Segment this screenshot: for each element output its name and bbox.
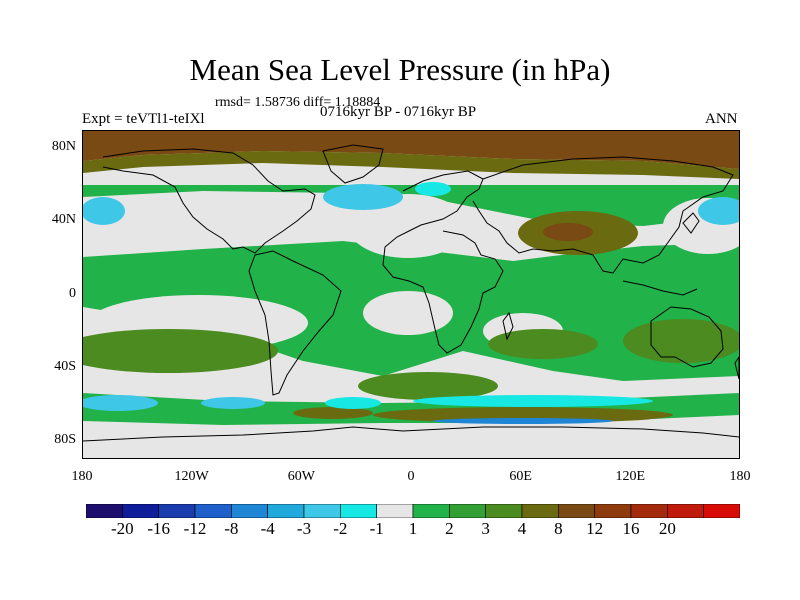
season-label: ANN bbox=[705, 111, 738, 127]
new-zealand-coast bbox=[734, 356, 739, 380]
colorbar-swatch bbox=[376, 503, 414, 519]
colorbar-label: -1 bbox=[369, 519, 384, 538]
antarctic-olive-ring bbox=[373, 407, 673, 423]
antarctica-coast bbox=[83, 426, 739, 442]
japan-coast bbox=[682, 212, 700, 234]
colorbar-swatch bbox=[231, 503, 268, 519]
antarctic-gray-band bbox=[83, 427, 739, 458]
colorbar-swatch bbox=[158, 503, 196, 519]
lon-tick-label: 180 bbox=[729, 469, 751, 484]
cyan-patch-npac bbox=[698, 197, 739, 225]
colorbar-label: 4 bbox=[517, 519, 527, 538]
gray-patch-north-atlantic bbox=[348, 194, 468, 258]
lat-tick-label: 40N bbox=[51, 212, 76, 228]
greenland-coast bbox=[322, 144, 384, 184]
europe-africa-coast bbox=[382, 170, 504, 354]
asia-brown-high bbox=[543, 223, 593, 241]
colorbar-swatch bbox=[449, 503, 486, 519]
colorbar-swatches bbox=[85, 503, 741, 519]
madagascar-coast bbox=[502, 311, 514, 341]
colorbar-label: -4 bbox=[260, 519, 275, 538]
colorbar-swatch bbox=[85, 503, 123, 519]
indian-olive bbox=[488, 329, 598, 359]
lon-tick-label: 60W bbox=[287, 469, 315, 484]
lat-tick-label: 80S bbox=[54, 431, 76, 447]
colorbar-label: -8 bbox=[224, 519, 239, 538]
experiment-label: Expt = teVTl1-teIXl bbox=[82, 111, 205, 127]
colorbar-label: 20 bbox=[658, 519, 676, 538]
cyan-patch-southern-4 bbox=[413, 395, 653, 407]
cyan-patch-na-west bbox=[83, 197, 125, 225]
colorbar-swatch bbox=[412, 503, 450, 519]
colorbar-swatch bbox=[267, 503, 305, 519]
south-america-coast bbox=[248, 250, 342, 396]
colorbar-swatch bbox=[558, 503, 595, 519]
lat-tick-label: 40S bbox=[54, 358, 76, 374]
arctic-olive-band bbox=[83, 151, 739, 179]
colorbar-swatch bbox=[340, 503, 377, 519]
lon-tick-label: 120E bbox=[615, 469, 646, 484]
period-label: 0716kyr BP - 0716kyr BP bbox=[320, 104, 477, 120]
colorbar-swatch bbox=[703, 503, 741, 519]
stats-text: rmsd= 1.58736 diff= 1.18884 bbox=[215, 95, 381, 110]
colorbar-swatch bbox=[630, 503, 668, 519]
cyan-patch-southern-3 bbox=[325, 397, 381, 409]
cyan-patch-southern-1 bbox=[83, 395, 158, 411]
lon-tick-label: 60E bbox=[509, 469, 532, 484]
lat-tick-label: 80N bbox=[51, 139, 76, 155]
cyan-patch-na bbox=[323, 184, 403, 210]
asia-coast bbox=[472, 156, 734, 274]
blue-patch-antarctic bbox=[433, 418, 613, 424]
arctic-brown-band bbox=[83, 131, 739, 169]
gray-patch-atlantic bbox=[363, 291, 453, 335]
colorbar-label: -2 bbox=[333, 519, 348, 538]
cyan-patch-na-center bbox=[415, 182, 451, 196]
lon-tick-label: 0 bbox=[407, 469, 415, 484]
colorbar-swatch bbox=[194, 503, 232, 519]
chart-title: Mean Sea Level Pressure (in hPa) bbox=[189, 52, 611, 87]
cyan-patch-southern-2 bbox=[201, 397, 265, 409]
indonesia-coast bbox=[622, 280, 698, 296]
south-atlantic-olive bbox=[358, 372, 498, 400]
colorbar-label: 12 bbox=[586, 519, 604, 538]
lat-tick-label: 0 bbox=[69, 285, 76, 301]
colorbar-swatch bbox=[303, 503, 341, 519]
colorbar-label: 8 bbox=[554, 519, 563, 538]
colorbar-label: 2 bbox=[445, 519, 454, 538]
colorbar-label: -20 bbox=[110, 519, 134, 538]
colorbar-label: -16 bbox=[147, 519, 170, 538]
colorbar-swatch bbox=[485, 503, 523, 519]
coastlines bbox=[83, 144, 739, 442]
colorbar-label: 3 bbox=[481, 519, 490, 538]
antarctic-olive-east bbox=[293, 407, 373, 419]
map-panel bbox=[82, 130, 740, 459]
colorbar-swatch bbox=[594, 503, 632, 519]
colorbar-label: -12 bbox=[183, 519, 207, 538]
lon-tick-label: 180 bbox=[71, 469, 93, 484]
colorbar-swatch bbox=[122, 503, 159, 519]
australia-olive bbox=[623, 319, 739, 363]
south-pacific-olive bbox=[83, 329, 278, 373]
colorbar-label: 16 bbox=[622, 519, 640, 538]
colorbar-label: 1 bbox=[408, 519, 418, 538]
colorbar bbox=[85, 503, 741, 519]
colorbar-label: -3 bbox=[296, 519, 312, 538]
colorbar-swatch bbox=[521, 503, 559, 519]
lon-tick-label: 120W bbox=[174, 469, 209, 484]
mslp-map bbox=[83, 131, 739, 458]
colorbar-swatch bbox=[667, 503, 704, 519]
australia-coast bbox=[650, 306, 724, 368]
north-america-coast bbox=[102, 148, 316, 254]
